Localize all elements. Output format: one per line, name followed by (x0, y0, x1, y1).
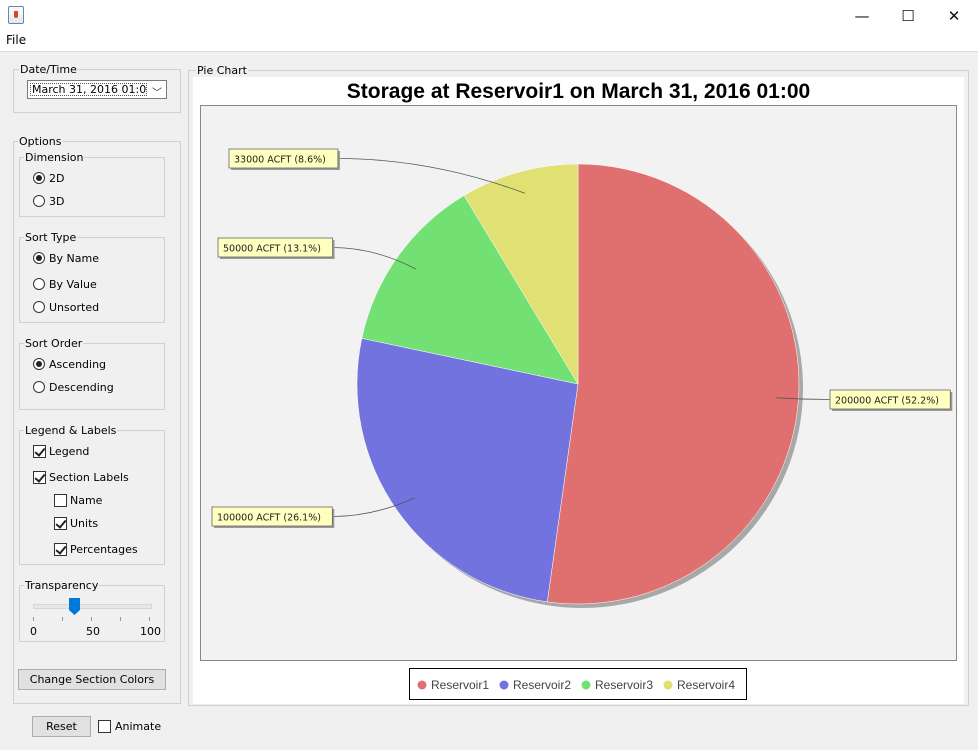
radio-ascending-label: Ascending (49, 358, 107, 371)
tick-75 (120, 617, 121, 621)
options-group-title: Options (18, 135, 63, 148)
name-checkbox-label: Name (70, 494, 103, 507)
units-checkbox[interactable] (54, 517, 67, 530)
label-connector-reservoir4 (337, 158, 525, 194)
tick-label-100: 100 (140, 625, 161, 638)
tick-100 (149, 617, 150, 621)
minimize-button[interactable]: — (854, 6, 870, 25)
chart-legend: Reservoir1 Reservoir2 Reservoir3 Reservo… (409, 668, 747, 700)
label-connector-reservoir2 (332, 497, 416, 517)
transparency-track (33, 604, 152, 609)
section-label-box-reservoir1 (829, 389, 951, 410)
transparency-slider-thumb[interactable] (68, 598, 80, 615)
tick-25 (62, 617, 63, 621)
sort-order-title: Sort Order (24, 337, 84, 350)
legend-label-reservoir2: Reservoir2 (513, 678, 571, 692)
legend-label-reservoir3: Reservoir3 (595, 678, 653, 692)
radio-3d-label: 3D (49, 195, 65, 208)
section-label-box-reservoir4 (228, 148, 339, 169)
pie-chart-group-title: Pie Chart (196, 64, 248, 77)
radio-by-value-label: By Value (49, 278, 97, 291)
tick-label-0: 0 (30, 625, 37, 638)
radio-unsorted[interactable] (33, 301, 45, 313)
section-label-reservoir3: 50000 ACFT (13.1%) (223, 244, 321, 255)
datetime-select[interactable]: March 31, 2016 01:00 ﹀ (27, 80, 167, 99)
percentages-checkbox[interactable] (54, 543, 67, 556)
tick-0 (33, 617, 34, 621)
radio-unsorted-label: Unsorted (49, 301, 100, 314)
legend-swatch-reservoir4 (663, 680, 673, 690)
maximize-button[interactable]: ☐ (901, 6, 915, 25)
transparency-title: Transparency (24, 579, 100, 592)
radio-descending-label: Descending (49, 381, 114, 394)
percentages-checkbox-label: Percentages (70, 543, 138, 556)
section-label-reservoir2: 100000 ACFT (26.1%) (217, 513, 321, 524)
pie-slice-reservoir2 (356, 338, 579, 603)
label-connector-reservoir1 (776, 397, 831, 400)
radio-by-name-label: By Name (49, 252, 100, 265)
radio-descending[interactable] (33, 381, 45, 393)
animate-checkbox-label: Animate (115, 720, 162, 733)
tick-50 (91, 617, 92, 621)
radio-ascending[interactable] (33, 358, 45, 370)
pie-slice-reservoir4 (463, 163, 579, 385)
title-bar: — ☐ ✕ (0, 0, 978, 31)
name-checkbox[interactable] (54, 494, 67, 507)
legend-swatch-reservoir1 (417, 680, 427, 690)
label-connector-reservoir3 (332, 247, 417, 270)
section-label-reservoir1: 200000 ACFT (52.2%) (835, 396, 939, 407)
sort-order-group (19, 343, 165, 410)
radio-2d-label: 2D (49, 172, 65, 185)
section-labels-checkbox[interactable] (33, 471, 46, 484)
legend-label-reservoir4: Reservoir4 (677, 678, 735, 692)
radio-by-name[interactable] (33, 252, 45, 264)
dimension-group (19, 157, 165, 217)
close-button[interactable]: ✕ (947, 6, 961, 25)
pie-chart-group (188, 70, 969, 706)
section-label-box-reservoir3 (217, 237, 333, 258)
menu-bar: File (0, 31, 978, 52)
reset-button[interactable]: Reset (32, 716, 91, 737)
legend-labels-title: Legend & Labels (24, 424, 118, 437)
chart-title: Storage at Reservoir1 on March 31, 2016 … (346, 80, 811, 103)
change-section-colors-button[interactable]: Change Section Colors (18, 669, 166, 690)
datetime-group (13, 69, 181, 113)
java-app-icon (8, 6, 24, 24)
menu-file[interactable]: File (6, 33, 27, 47)
legend-checkbox[interactable] (33, 445, 46, 458)
datetime-group-title: Date/Time (19, 63, 78, 76)
section-label-box-reservoir2 (211, 506, 333, 527)
dimension-title: Dimension (24, 151, 85, 164)
animate-checkbox[interactable] (98, 720, 111, 733)
section-labels-checkbox-label: Section Labels (49, 471, 129, 484)
legend-label-reservoir1: Reservoir1 (431, 678, 489, 692)
options-group (13, 141, 181, 704)
radio-2d[interactable] (33, 172, 45, 184)
legend-swatch-reservoir2 (499, 680, 509, 690)
pie-slice-reservoir3 (361, 195, 579, 385)
legend-checkbox-label: Legend (49, 445, 90, 458)
pie-slice-reservoir1 (547, 163, 800, 605)
radio-by-value[interactable] (33, 278, 45, 290)
datetime-value: March 31, 2016 01:00 (30, 83, 147, 96)
sort-type-group (19, 237, 165, 323)
chevron-down-icon: ﹀ (152, 88, 162, 99)
sort-type-title: Sort Type (24, 231, 78, 244)
radio-3d[interactable] (33, 195, 45, 207)
units-checkbox-label: Units (70, 517, 99, 530)
tick-label-50: 50 (86, 625, 100, 638)
legend-swatch-reservoir3 (581, 680, 591, 690)
section-label-reservoir4: 33000 ACFT (8.6%) (234, 155, 326, 166)
